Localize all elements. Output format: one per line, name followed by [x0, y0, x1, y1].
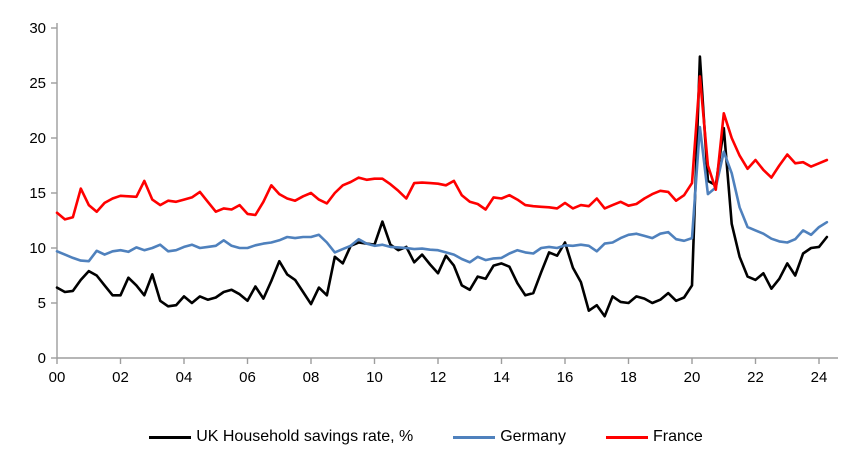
- x-axis-tick-label: 04: [176, 369, 193, 386]
- legend-label-germany: Germany: [500, 428, 566, 445]
- y-axis-tick-label: 0: [38, 350, 46, 367]
- x-axis-tick-label: 22: [747, 369, 764, 386]
- y-axis-tick-label: 10: [29, 240, 46, 257]
- germany-line-swatch: [453, 435, 496, 439]
- france-line-swatch: [606, 435, 648, 439]
- x-axis-tick-label: 20: [684, 369, 701, 386]
- legend-item-uk: UK Household savings rate, %: [149, 428, 413, 446]
- legend-item-germany: Germany: [453, 428, 566, 446]
- y-axis-tick-label: 15: [29, 185, 46, 202]
- legend-item-france: France: [606, 428, 703, 446]
- chart-legend: UK Household savings rate, % Germany Fra…: [0, 428, 852, 446]
- y-axis-tick-label: 5: [38, 295, 46, 312]
- x-axis-tick-label: 06: [239, 369, 256, 386]
- germany-savings-line: [55, 125, 829, 264]
- x-axis-tick-label: 24: [811, 369, 828, 386]
- x-axis-tick-label: 14: [493, 369, 510, 386]
- legend-label-uk: UK Household savings rate, %: [196, 428, 414, 445]
- x-axis-tick-label: 08: [303, 369, 320, 386]
- x-axis-tick-label: 02: [112, 369, 129, 386]
- y-axis-tick-label: 30: [29, 20, 46, 37]
- uk-savings-line: [55, 55, 829, 318]
- uk-line-swatch: [149, 435, 192, 439]
- france-savings-line: [55, 75, 829, 221]
- legend-label-france: France: [653, 428, 703, 445]
- x-axis-tick-label: 00: [49, 369, 66, 386]
- x-axis-tick-label: 18: [620, 369, 637, 386]
- y-axis-tick-label: 20: [29, 130, 46, 147]
- x-axis-tick-label: 16: [557, 369, 574, 386]
- y-axis-tick-label: 25: [29, 75, 46, 92]
- x-axis-tick-label: 10: [366, 369, 383, 386]
- x-axis-tick-label: 12: [430, 369, 447, 386]
